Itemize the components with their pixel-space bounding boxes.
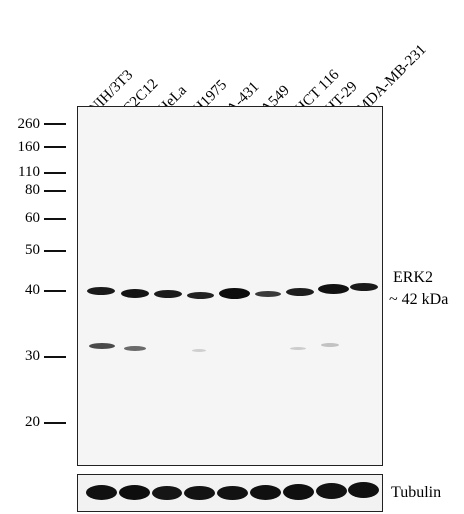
erk2-band-ht29 — [318, 284, 349, 294]
erk2-band-nih3t3 — [87, 287, 115, 295]
erk2-label: ERK2 — [393, 269, 433, 286]
mw-tick-40 — [44, 290, 66, 292]
tubulin-band-a431 — [217, 486, 248, 500]
erk2-band-hela — [154, 290, 182, 298]
mw-label-20: 20 — [25, 414, 40, 430]
tubulin-band-ht29 — [316, 483, 347, 499]
erk2-band-mdamb231 — [350, 283, 378, 291]
minor-band-hct116 — [290, 347, 306, 350]
tubulin-label: Tubulin — [391, 484, 442, 501]
mw-tick-260 — [44, 123, 66, 125]
mw-tick-50 — [44, 250, 66, 252]
minor-band-c2c12 — [124, 346, 146, 351]
erk2-band-a549 — [255, 291, 281, 297]
mw-label-40: 40 — [25, 282, 40, 298]
tubulin-band-c2c12 — [119, 485, 150, 500]
erk2-band-hct116 — [286, 288, 314, 296]
tubulin-band-hela — [152, 486, 182, 500]
mw-label-110: 110 — [18, 164, 40, 180]
minor-band-ht29 — [321, 343, 339, 347]
erk2-band-h1975 — [187, 292, 214, 299]
mw-tick-20 — [44, 422, 66, 424]
mw-tick-60 — [44, 218, 66, 220]
mw-tick-30 — [44, 356, 66, 358]
tubulin-blot-panel — [77, 474, 383, 512]
mw-label-160: 160 — [17, 139, 41, 155]
tubulin-band-mdamb231 — [348, 482, 379, 498]
tubulin-band-h1975 — [184, 486, 215, 500]
mw-label-30: 30 — [25, 348, 40, 364]
erk2-band-a431 — [219, 288, 250, 299]
erk2-blot-panel — [77, 106, 383, 466]
mw-tick-80 — [44, 190, 66, 192]
tubulin-band-a549 — [250, 485, 281, 500]
tubulin-band-hct116 — [283, 484, 314, 500]
mw-label-80: 80 — [25, 182, 40, 198]
minor-band-h1975 — [192, 349, 206, 352]
mw-label-50: 50 — [25, 242, 40, 258]
mw-tick-110 — [44, 172, 66, 174]
erk2-size-label: ~ 42 kDa — [389, 291, 449, 308]
mw-label-260: 260 — [17, 116, 41, 132]
minor-band-nih3t3 — [89, 343, 115, 349]
mw-label-60: 60 — [25, 210, 40, 226]
tubulin-band-nih3t3 — [86, 485, 117, 500]
erk2-band-c2c12 — [121, 289, 149, 298]
mw-tick-160 — [44, 146, 66, 148]
